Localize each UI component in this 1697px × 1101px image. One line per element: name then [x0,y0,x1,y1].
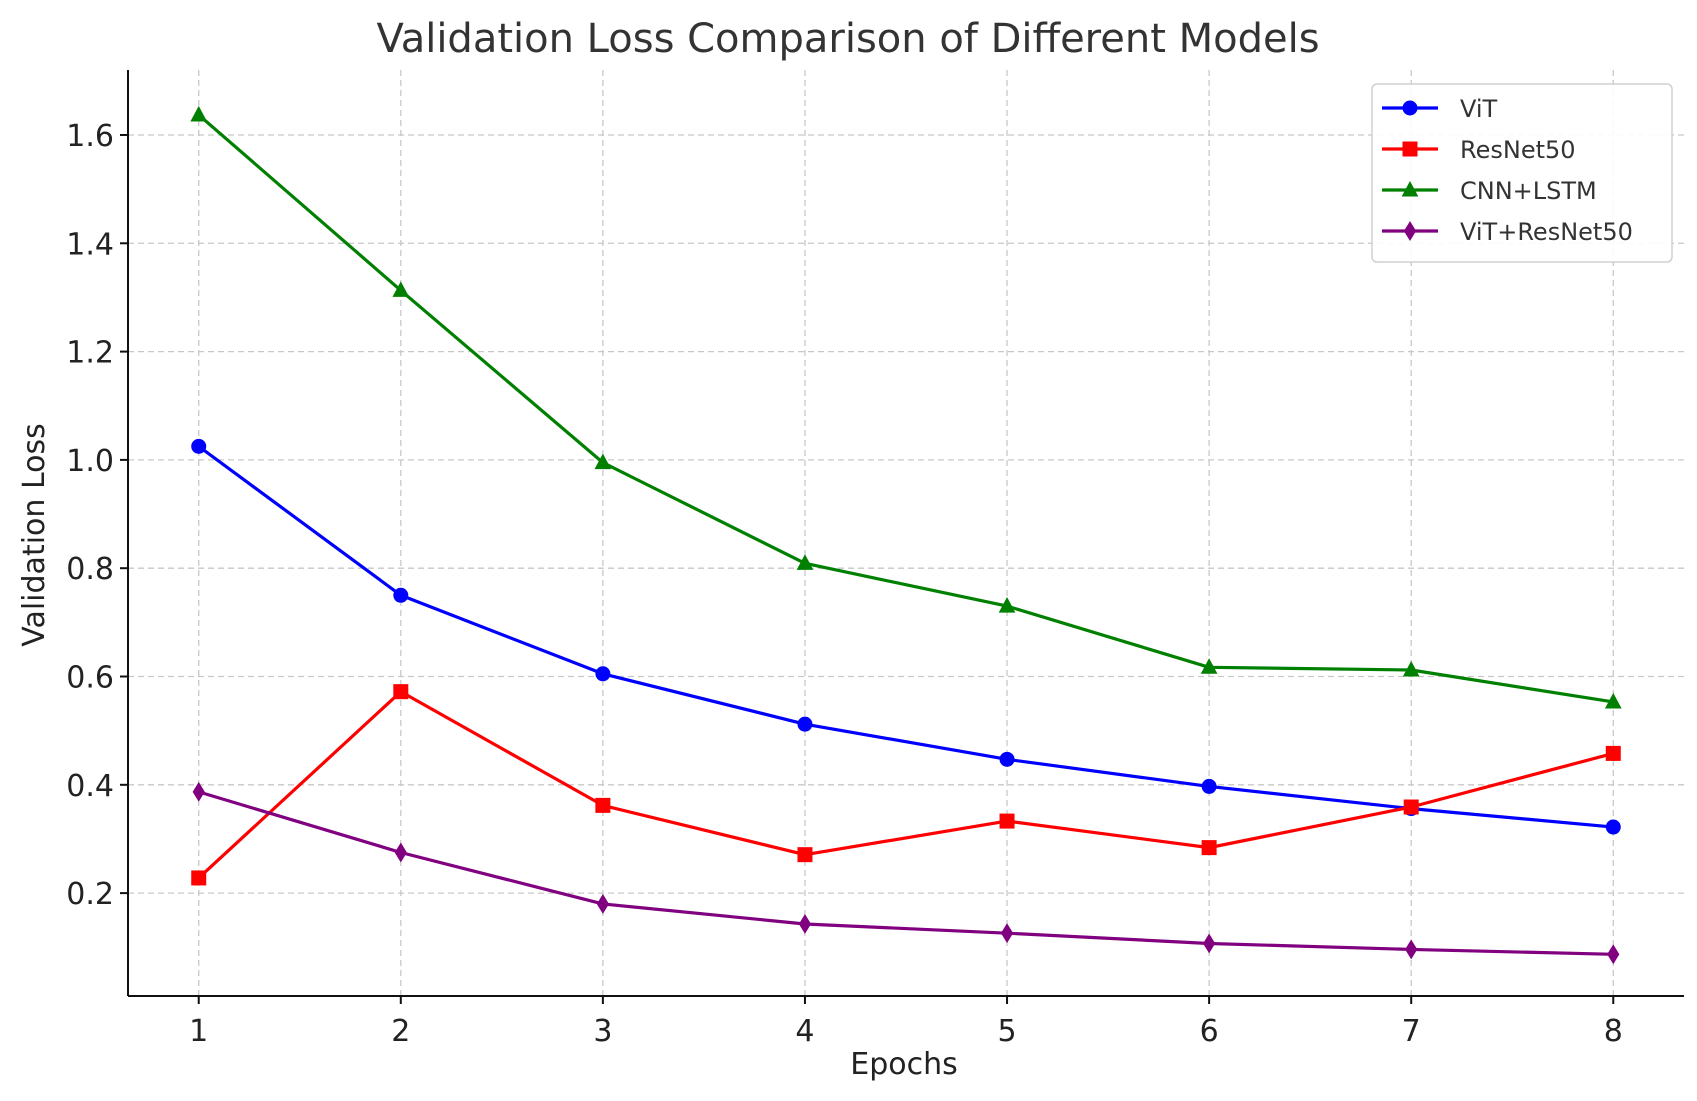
series-resnet50 [191,684,1621,886]
y-axis-label: Validation Loss [17,423,52,646]
data-point [1402,660,1420,677]
x-tick-label: 2 [391,1014,410,1049]
data-point [595,666,611,682]
data-point [394,842,407,863]
data-point [1605,819,1621,835]
y-tick-label: 0.4 [66,769,114,804]
legend-box [1371,83,1673,263]
x-tick-label: 5 [997,1014,1016,1049]
series-line [197,445,1614,829]
data-point [999,751,1015,767]
legend: ViT ResNet50 CNN+LSTM ViT+ResNet50 [1371,83,1673,263]
x-tick-label: 1 [189,1014,208,1049]
data-point [796,554,814,570]
y-tick-label: 1.0 [66,444,114,479]
data-point [797,847,813,863]
series-cnn-lstm [190,105,1622,709]
legend-marker [1402,100,1418,116]
data-point [190,105,208,122]
x-tick-label: 7 [1402,1014,1421,1049]
data-point [1201,840,1217,856]
data-point [798,914,812,934]
x-tick-label: 8 [1604,1014,1623,1049]
data-point [1405,939,1418,960]
legend-marker [1402,141,1418,157]
series-line [197,690,1614,880]
legend-marker [1403,221,1417,241]
chart-title: Validation Loss Comparison of Different … [376,16,1319,62]
y-tick-label: 0.6 [66,661,114,696]
data-point [393,684,409,700]
y-tick-label: 0.8 [66,552,114,587]
data-point [191,870,207,886]
y-tick-label: 1.4 [66,227,114,262]
data-point [594,453,612,470]
y-tick-label: 1.6 [66,119,114,154]
data-point [1604,692,1622,709]
legend-label: CNN+LSTM [1460,177,1597,205]
data-point [1607,944,1620,965]
legend-label: ResNet50 [1460,136,1576,164]
data-point [191,438,207,454]
x-tick-label: 4 [795,1014,814,1049]
data-point [999,813,1015,829]
x-tick-label: 3 [593,1014,612,1049]
data-point [595,797,611,813]
series-vit-resnet50 [192,781,1620,965]
series-vit [191,438,1621,835]
y-tick-label: 0.2 [66,877,114,912]
data-point [1000,923,1014,944]
data-point [797,716,813,732]
data-point [393,587,409,603]
series-line [197,113,1614,704]
series-line [198,790,1614,956]
data-point [1605,745,1621,761]
data-point [1201,778,1217,794]
series-layer [190,105,1622,965]
axes: 1 2 3 4 5 6 7 8 0.2 0.4 0.6 0.8 1.0 1.2 1.4 1.6 [66,70,1684,1049]
data-point [1200,658,1218,674]
legend-label: ViT [1460,95,1498,123]
legend-marker [1401,180,1419,197]
data-point [596,893,609,914]
data-point [192,781,205,802]
data-point [998,597,1016,613]
legend-label: ViT+ResNet50 [1460,218,1633,246]
x-axis-label: Epochs [850,1047,958,1082]
data-point [1403,799,1419,815]
data-point [1203,933,1216,954]
y-tick-label: 1.2 [66,336,114,371]
data-point [392,281,410,297]
x-tick-label: 6 [1200,1014,1219,1049]
